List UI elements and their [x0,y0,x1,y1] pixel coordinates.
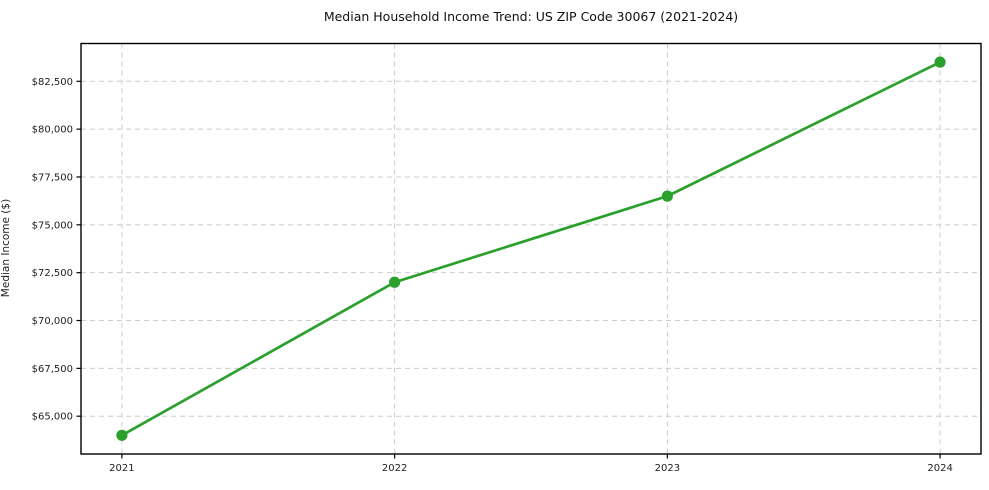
y-tick-label: $82,500 [32,77,73,88]
y-tick-label: $70,000 [32,316,73,327]
y-tick-label: $77,500 [32,172,73,183]
x-tick-label: 2023 [655,463,680,474]
data-point-2021 [116,429,128,441]
x-tick-label: 2022 [382,463,407,474]
y-tick-label: $65,000 [32,412,73,423]
chart-title: Median Household Income Trend: US ZIP Co… [323,9,739,24]
axes-box [80,42,982,455]
data-point-2024 [934,56,946,68]
y-tick-label: $67,500 [32,364,73,375]
x-tick-label: 2024 [927,463,952,474]
x-tick-label: 2021 [109,463,134,474]
series-line [120,60,942,437]
y-tick-label: $75,000 [32,220,73,231]
data-point-2023 [661,190,673,202]
y-tick-label: $72,500 [32,268,73,279]
data-point-2022 [389,276,401,288]
y-tick-label: $80,000 [32,125,73,136]
